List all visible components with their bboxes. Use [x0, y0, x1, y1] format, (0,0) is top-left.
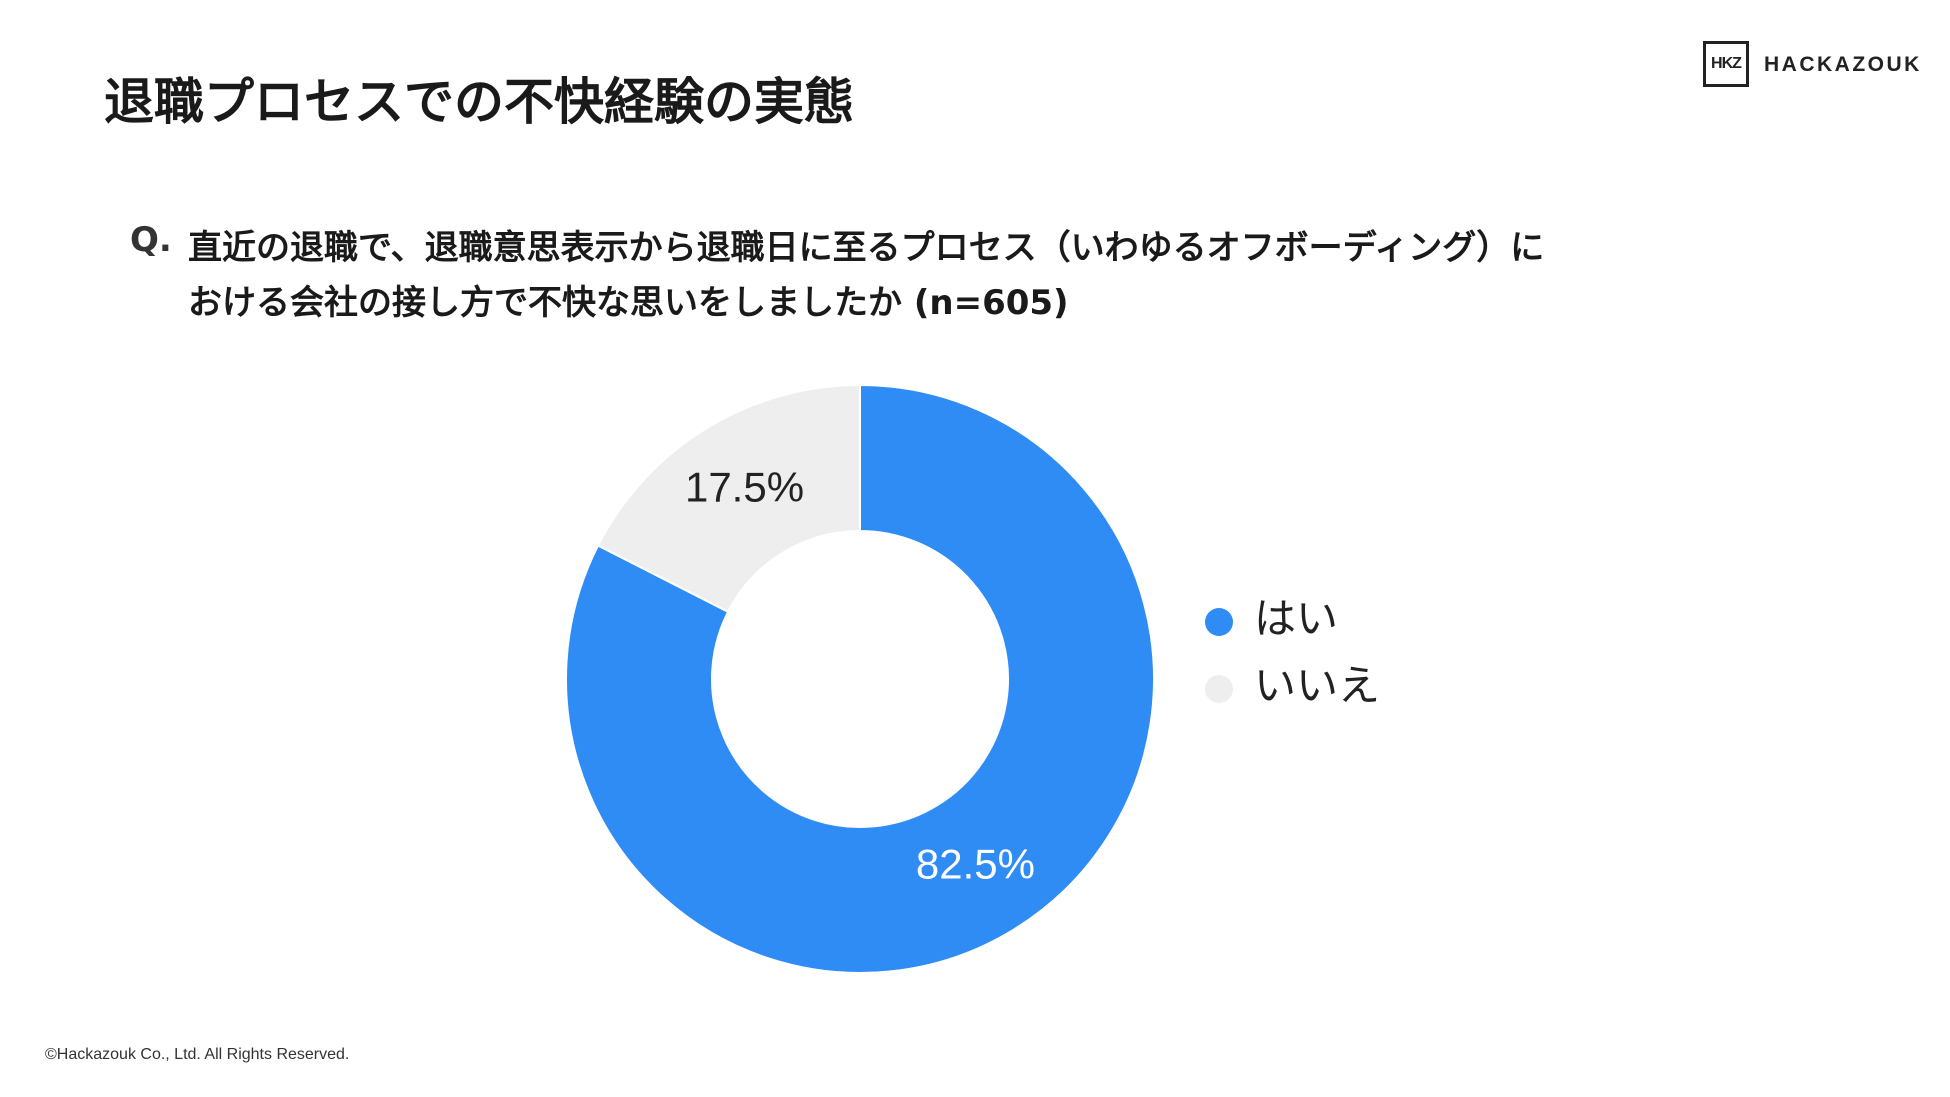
- logo-mark: HKZ: [1703, 41, 1749, 87]
- legend-label: はい: [1254, 595, 1338, 642]
- question-line: 直近の退職で、退職意思表示から退職日に至るプロセス（いわゆるオフボーディング）に: [188, 228, 1545, 268]
- logo-name: HACKAZOUK: [1764, 53, 1922, 76]
- slice-label: 82.5%: [916, 841, 1035, 888]
- question-label: Q.: [130, 220, 172, 260]
- question-line: おける会社の接し方で不快な思いをしましたか (n=605): [188, 283, 1069, 323]
- slide-title: 退職プロセスでの不快経験の実態: [104, 73, 854, 131]
- legend-marker: [1205, 608, 1233, 636]
- donut-slice: [596, 383, 861, 614]
- slice-label: 17.5%: [685, 464, 804, 511]
- legend-marker: [1205, 675, 1233, 703]
- donut-slice: [565, 383, 1155, 974]
- footer: ©Hackazouk Co., Ltd. All Rights Reserved…: [45, 1046, 350, 1063]
- legend-label: いいえ: [1254, 662, 1380, 709]
